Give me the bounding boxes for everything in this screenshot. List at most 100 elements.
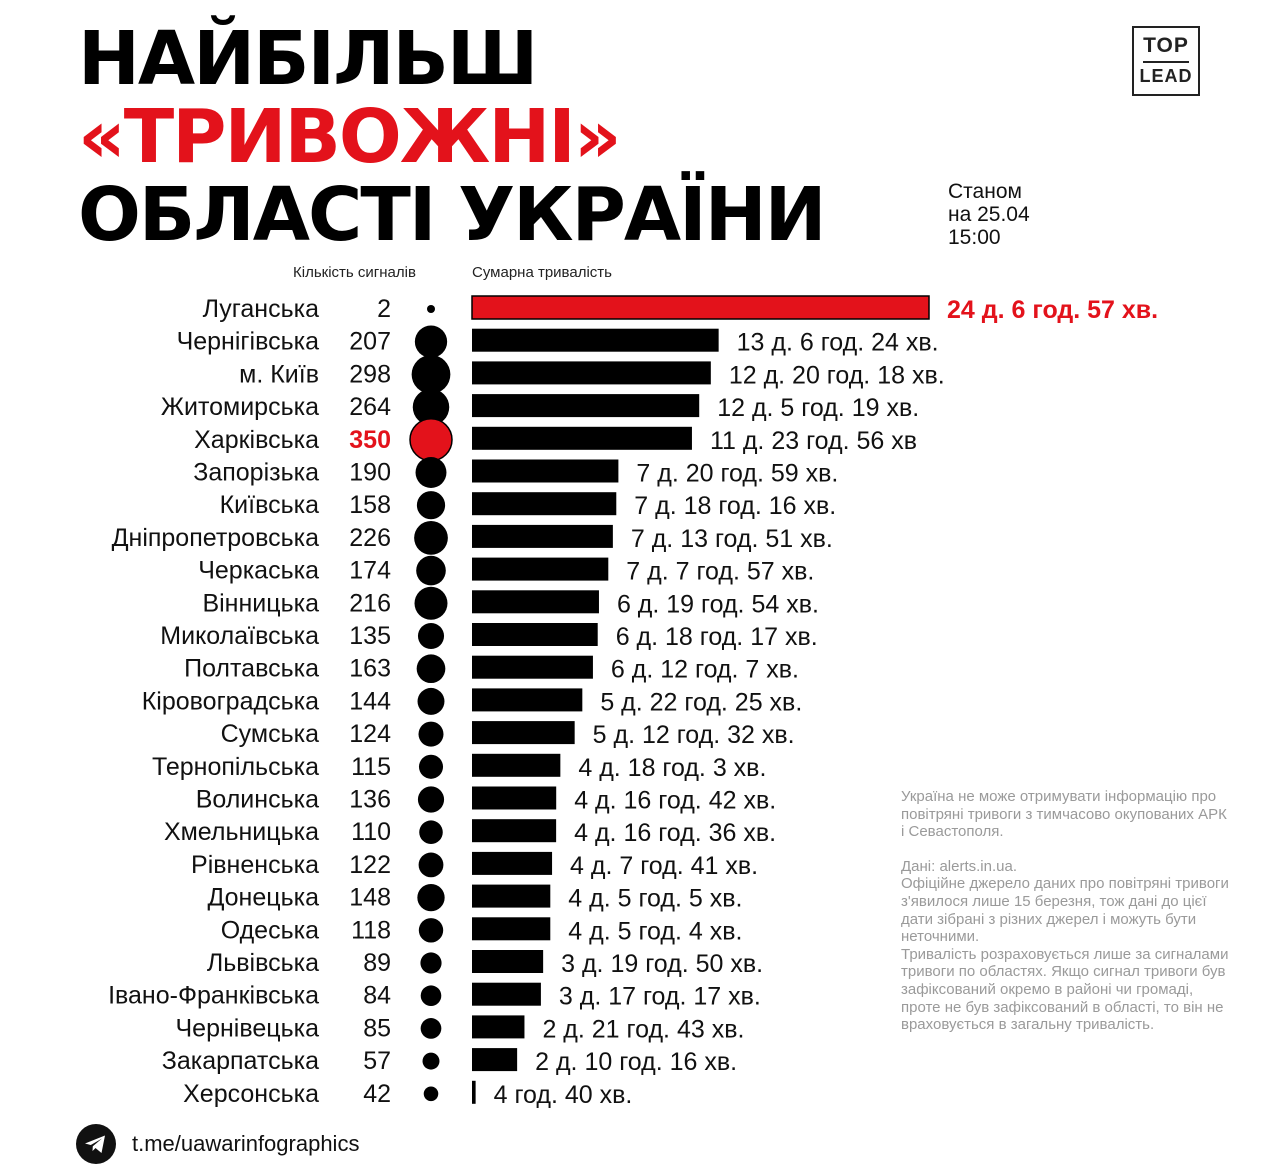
signal-count-label: 84 bbox=[363, 982, 391, 1010]
signal-count-dot bbox=[419, 820, 443, 844]
duration-label: 4 д. 5 год. 5 хв. bbox=[568, 885, 742, 913]
duration-label: 3 д. 19 год. 50 хв. bbox=[561, 950, 763, 978]
duration-bar bbox=[472, 1080, 476, 1104]
telegram-link[interactable]: t.me/uawarinfographics bbox=[132, 1131, 360, 1156]
signal-count-dot bbox=[412, 388, 450, 426]
signal-count-dot bbox=[420, 952, 442, 974]
duration-label: 2 д. 21 год. 43 хв. bbox=[542, 1015, 744, 1043]
signal-count-label: 122 bbox=[349, 851, 391, 879]
duration-label: 6 д. 12 год. 7 хв. bbox=[611, 656, 799, 684]
signal-count-label: 144 bbox=[349, 687, 391, 715]
duration-label: 12 д. 20 год. 18 хв. bbox=[729, 361, 945, 389]
footnote-source: Дані: alerts.in.ua. bbox=[901, 857, 1017, 875]
duration-bar bbox=[472, 426, 692, 450]
signal-count-dot bbox=[414, 586, 448, 620]
signal-count-dot bbox=[418, 754, 444, 779]
signal-count-dot bbox=[418, 721, 444, 747]
region-label: Закарпатська bbox=[162, 1047, 319, 1075]
signal-count-label: 216 bbox=[349, 589, 391, 617]
as-of-date: Станом на 25.04 15:00 bbox=[948, 180, 1030, 249]
region-label: Волинська bbox=[196, 786, 319, 814]
region-label: Кіровоградська bbox=[142, 687, 319, 715]
signal-count-dot bbox=[417, 687, 445, 715]
region-label: Хмельницька bbox=[164, 818, 319, 846]
duration-label: 13 д. 6 год. 24 хв. bbox=[737, 329, 939, 357]
footnote-paragraph: Україна не може отримувати інформацію пр… bbox=[901, 788, 1227, 841]
signal-count-dot bbox=[422, 1052, 440, 1070]
duration-bar bbox=[472, 328, 719, 352]
footer: t.me/uawarinfographics bbox=[76, 1124, 359, 1164]
duration-label: 6 д. 18 год. 17 хв. bbox=[616, 623, 818, 651]
duration-label: 4 д. 18 год. 3 хв. bbox=[578, 754, 766, 782]
region-label: Київська bbox=[220, 491, 319, 519]
alerts-chart: Луганська 2 24 д. 6 год. 57 хв. Чернігівськ… bbox=[108, 295, 1158, 1109]
duration-label: 2 д. 10 год. 16 хв. bbox=[535, 1048, 737, 1076]
duration-bar bbox=[472, 917, 551, 941]
telegram-icon[interactable] bbox=[76, 1124, 116, 1164]
duration-label: 5 д. 12 год. 32 хв. bbox=[593, 721, 795, 749]
duration-bar bbox=[472, 982, 541, 1006]
duration-header: Сумарна тривалість bbox=[472, 264, 612, 281]
signal-count-label: 190 bbox=[349, 459, 391, 487]
signal-count-label: 89 bbox=[363, 949, 391, 977]
signal-count-label: 298 bbox=[349, 360, 391, 388]
duration-label: 4 д. 16 год. 42 хв. bbox=[574, 787, 776, 815]
signal-count-label: 57 bbox=[363, 1047, 391, 1075]
duration-bar bbox=[472, 459, 619, 483]
signal-count-header: Кількість сигналів bbox=[293, 264, 416, 281]
logo-text-bottom: LEAD bbox=[1139, 66, 1193, 86]
signal-count-dot bbox=[418, 852, 444, 878]
duration-bar bbox=[472, 753, 561, 777]
duration-bar bbox=[472, 557, 609, 581]
signal-count-dot bbox=[416, 654, 446, 684]
footnote-paragraph: Офіційне джерело даних про повітряні три… bbox=[901, 875, 1229, 946]
duration-bar bbox=[472, 786, 557, 810]
region-label: Івано-Франківська bbox=[108, 982, 319, 1010]
signal-count-label: 135 bbox=[349, 622, 391, 650]
region-label: Сумська bbox=[221, 720, 319, 748]
duration-bar bbox=[472, 590, 599, 614]
footnote-paragraph: Тривалість розраховується лише за сигнал… bbox=[901, 945, 1229, 1034]
region-label: Донецька bbox=[207, 884, 319, 912]
region-label: Дніпропетровська bbox=[112, 524, 320, 552]
region-label: Львівська bbox=[207, 949, 319, 977]
region-label: Чернігівська bbox=[177, 328, 320, 356]
duration-bar bbox=[472, 950, 544, 973]
signal-count-dot bbox=[427, 305, 435, 313]
duration-bar bbox=[472, 884, 551, 908]
region-label: м. Київ bbox=[239, 360, 319, 388]
duration-bar bbox=[472, 688, 583, 712]
signal-count-dot bbox=[409, 418, 453, 462]
title-line-1: НАЙБІЛЬШ bbox=[78, 16, 538, 102]
signal-count-label: 148 bbox=[349, 884, 391, 912]
duration-bar bbox=[472, 851, 553, 875]
signal-count-dot bbox=[418, 918, 444, 943]
duration-label: 4 год. 40 хв. bbox=[494, 1081, 633, 1109]
as-of-line-2: на 25.04 bbox=[948, 203, 1030, 226]
duration-label: 7 д. 13 год. 51 хв. bbox=[631, 525, 833, 553]
signal-count-dot bbox=[411, 355, 451, 394]
region-label: Харківська bbox=[194, 426, 319, 454]
duration-label: 11 д. 23 год. 56 хв bbox=[710, 427, 917, 455]
signal-count-label: 136 bbox=[349, 786, 391, 814]
signal-count-dot bbox=[420, 985, 442, 1006]
signal-count-label: 158 bbox=[349, 491, 391, 519]
duration-bar bbox=[472, 1015, 525, 1039]
signal-count-dot bbox=[414, 325, 448, 358]
region-label: Черкаська bbox=[198, 557, 319, 585]
duration-bar bbox=[472, 721, 575, 745]
duration-bar bbox=[472, 394, 700, 418]
as-of-line-1: Станом bbox=[948, 180, 1022, 203]
region-label: Тернопільська bbox=[152, 753, 319, 781]
duration-bar bbox=[472, 623, 598, 646]
signal-count-label: 2 bbox=[377, 295, 391, 323]
logo-divider bbox=[1143, 61, 1189, 63]
signal-count-label: 124 bbox=[349, 720, 391, 748]
duration-label: 4 д. 7 год. 41 хв. bbox=[570, 852, 758, 880]
signal-count-dot bbox=[420, 1018, 442, 1039]
signal-count-label: 42 bbox=[363, 1080, 391, 1108]
signal-count-dot bbox=[417, 883, 445, 912]
region-label: Полтавська bbox=[184, 655, 319, 683]
duration-label: 7 д. 18 год. 16 хв. bbox=[634, 492, 836, 520]
duration-bar bbox=[471, 295, 930, 320]
